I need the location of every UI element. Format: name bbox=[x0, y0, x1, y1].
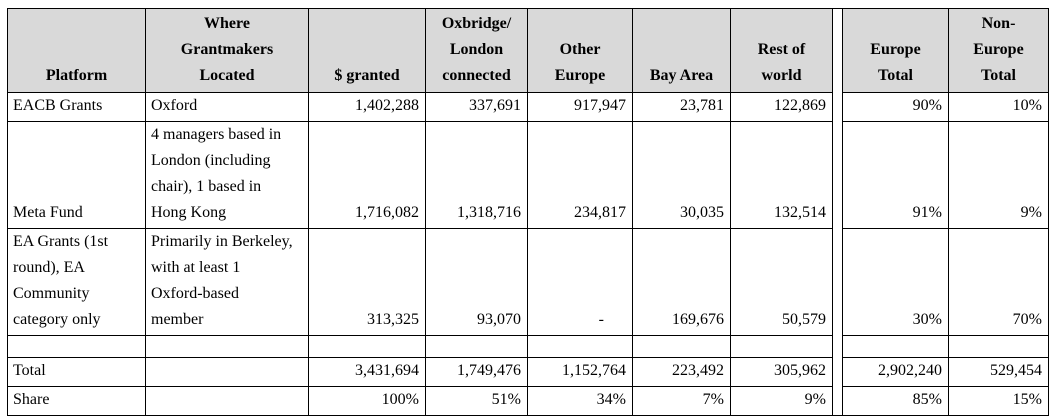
cell-oxbridge: 51% bbox=[425, 386, 528, 416]
cell-granted: 3,431,694 bbox=[308, 357, 426, 387]
cell-where: Primarily in Berkeley, with at least 1 O… bbox=[145, 228, 309, 336]
cell-rest-world: 122,869 bbox=[730, 92, 833, 122]
cell-europe-total: 2,902,240 bbox=[842, 357, 949, 387]
cell-granted: 1,716,082 bbox=[308, 121, 426, 229]
cell-non-europe-total: 70% bbox=[948, 228, 1049, 336]
cell-rest-world bbox=[730, 335, 833, 358]
cell-platform: EACB Grants bbox=[7, 92, 146, 122]
cell-other-europe: 1,152,764 bbox=[527, 357, 633, 387]
table-header-row: Platform Where Grantmakers Located $ grant… bbox=[7, 8, 1049, 93]
spacer-cell bbox=[832, 228, 843, 336]
cell-non-europe-total: 15% bbox=[948, 386, 1049, 416]
cell-platform: Total bbox=[7, 357, 146, 387]
cell-other-europe: 917,947 bbox=[527, 92, 633, 122]
cell-other-europe: 234,817 bbox=[527, 121, 633, 229]
cell-europe-total: 85% bbox=[842, 386, 949, 416]
cell-europe-total: 91% bbox=[842, 121, 949, 229]
cell-oxbridge: 93,070 bbox=[425, 228, 528, 336]
table-row: Meta Fund 4 managers based in London (inc… bbox=[7, 121, 1049, 229]
header-cell-where: Where Grantmakers Located bbox=[145, 8, 309, 93]
cell-granted bbox=[308, 335, 426, 358]
cell-platform: Meta Fund bbox=[7, 121, 146, 229]
table-row: Share 100% 51% 34% 7% 9% 85% 15% bbox=[7, 386, 1049, 416]
header-cell-bay-area: Bay Area bbox=[632, 8, 731, 93]
spacer-header-cell bbox=[832, 8, 843, 93]
cell-where bbox=[145, 357, 309, 387]
table-row: EA Grants (1st round), EA Community cate… bbox=[7, 228, 1049, 336]
table-row: Total 3,431,694 1,749,476 1,152,764 223,492 3… bbox=[7, 357, 1049, 387]
cell-platform bbox=[7, 335, 146, 358]
cell-bay-area: 223,492 bbox=[632, 357, 731, 387]
cell-other-europe: 34% bbox=[527, 386, 633, 416]
cell-non-europe-total: 9% bbox=[948, 121, 1049, 229]
grants-geography-table: Platform Where Grantmakers Located $ grant… bbox=[7, 8, 1049, 416]
spacer-cell bbox=[832, 386, 843, 416]
cell-oxbridge: 1,749,476 bbox=[425, 357, 528, 387]
cell-rest-world: 50,579 bbox=[730, 228, 833, 336]
cell-oxbridge: 337,691 bbox=[425, 92, 528, 122]
cell-where bbox=[145, 335, 309, 358]
cell-other-europe bbox=[527, 335, 633, 358]
header-cell-rest-world: Rest of world bbox=[730, 8, 833, 93]
header-cell-platform: Platform bbox=[7, 8, 146, 93]
table-body: EACB Grants Oxford 1,402,288 337,691 917,947… bbox=[7, 92, 1049, 416]
spacer-cell bbox=[832, 357, 843, 387]
header-cell-granted: $ granted bbox=[308, 8, 426, 93]
header-cell-other-europe: Other Europe bbox=[527, 8, 633, 93]
cell-granted: 100% bbox=[308, 386, 426, 416]
cell-rest-world: 9% bbox=[730, 386, 833, 416]
cell-platform: EA Grants (1st round), EA Community cate… bbox=[7, 228, 146, 336]
header-cell-oxbridge: Oxbridge/ London connected bbox=[425, 8, 528, 93]
spacer-cell bbox=[832, 92, 843, 122]
spacer-cell bbox=[832, 121, 843, 229]
cell-bay-area bbox=[632, 335, 731, 358]
cell-rest-world: 132,514 bbox=[730, 121, 833, 229]
cell-europe-total bbox=[842, 335, 949, 358]
spacer-cell bbox=[832, 335, 843, 358]
cell-rest-world: 305,962 bbox=[730, 357, 833, 387]
page: Platform Where Grantmakers Located $ grant… bbox=[0, 8, 1056, 416]
cell-europe-total: 30% bbox=[842, 228, 949, 336]
cell-where: Oxford bbox=[145, 92, 309, 122]
cell-where bbox=[145, 386, 309, 416]
header-cell-non-europe-total: Non- Europe Total bbox=[948, 8, 1049, 93]
cell-other-europe: - bbox=[527, 228, 633, 336]
cell-europe-total: 90% bbox=[842, 92, 949, 122]
cell-where: 4 managers based in London (including ch… bbox=[145, 121, 309, 229]
cell-oxbridge: 1,318,716 bbox=[425, 121, 528, 229]
cell-non-europe-total: 529,454 bbox=[948, 357, 1049, 387]
cell-non-europe-total bbox=[948, 335, 1049, 358]
cell-oxbridge bbox=[425, 335, 528, 358]
header-cell-europe-total: Europe Total bbox=[842, 8, 949, 93]
table-row: EACB Grants Oxford 1,402,288 337,691 917,947… bbox=[7, 92, 1049, 122]
table-header: Platform Where Grantmakers Located $ grant… bbox=[7, 8, 1049, 93]
cell-granted: 1,402,288 bbox=[308, 92, 426, 122]
cell-bay-area: 169,676 bbox=[632, 228, 731, 336]
cell-granted: 313,325 bbox=[308, 228, 426, 336]
cell-platform: Share bbox=[7, 386, 146, 416]
cell-bay-area: 23,781 bbox=[632, 92, 731, 122]
cell-bay-area: 7% bbox=[632, 386, 731, 416]
cell-non-europe-total: 10% bbox=[948, 92, 1049, 122]
cell-bay-area: 30,035 bbox=[632, 121, 731, 229]
empty-row bbox=[7, 335, 1049, 358]
